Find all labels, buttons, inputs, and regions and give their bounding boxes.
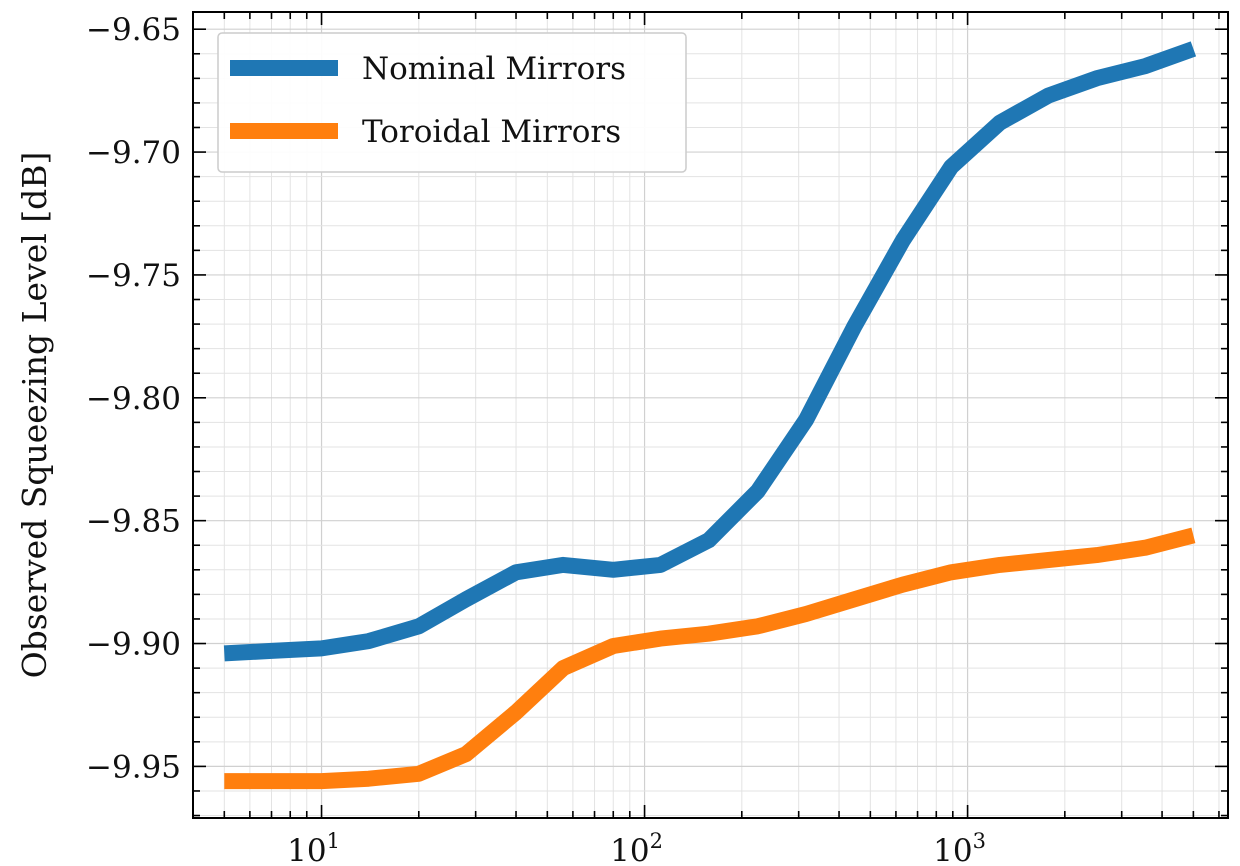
plot-frame: [192, 11, 1229, 819]
y-tick-label: −9.65: [86, 12, 181, 48]
y-tick-label: −9.95: [86, 749, 181, 785]
legend-label-toroidal: Toroidal Mirrors: [362, 114, 621, 150]
legend: Nominal Mirrors Toroidal Mirrors: [217, 32, 687, 173]
y-tick-label: −9.75: [86, 258, 181, 294]
y-axis-title-group: Observed Squeezing Level [dB]: [15, 152, 54, 679]
series-line-nominal: [223, 41, 1197, 662]
y-tick-label: −9.80: [86, 381, 181, 417]
axis-ticks: −9.65 −9.70 −9.75 −9.80 −9.85 −9.90 −9.95 101 10…: [86, 12, 1228, 866]
y-axis-title: Observed Squeezing Level [dB]: [15, 152, 54, 679]
x-tick-label: 103: [933, 829, 986, 866]
x-tick-label: 101: [287, 829, 340, 866]
series-line-toroidal: [224, 527, 1196, 790]
series-layer: [223, 41, 1197, 790]
y-tick-label: −9.85: [86, 504, 181, 540]
y-tick-label: −9.70: [86, 135, 181, 171]
y-tick-label: −9.90: [86, 627, 181, 663]
x-tick-label: 102: [610, 829, 663, 866]
legend-label-nominal: Nominal Mirrors: [362, 51, 626, 87]
